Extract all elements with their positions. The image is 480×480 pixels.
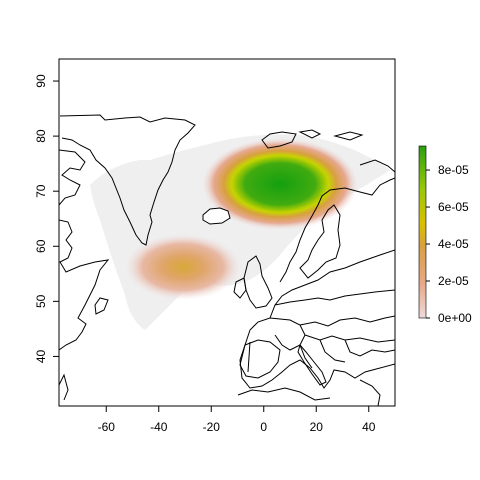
ireland bbox=[233, 277, 247, 299]
y-tick-label: 90 bbox=[34, 74, 48, 88]
colorbar-tick-label: 2e-05 bbox=[438, 274, 469, 288]
x-tick-label: 20 bbox=[310, 420, 324, 434]
axes: -60 -40 -20 0 20 40 40 50 60 70 80 90 bbox=[34, 74, 376, 434]
canada-north bbox=[59, 149, 86, 206]
florida-coast bbox=[59, 373, 69, 401]
x-tick-label: -40 bbox=[150, 420, 168, 434]
colorbar-tick-label: 8e-05 bbox=[438, 163, 469, 177]
y-tick-label: 70 bbox=[34, 184, 48, 198]
y-tick-label: 80 bbox=[34, 129, 48, 143]
europe-mainland bbox=[239, 249, 395, 389]
newfoundland bbox=[94, 297, 109, 315]
x-tick-label: 0 bbox=[260, 420, 267, 434]
plot-frame bbox=[58, 58, 396, 407]
arctic-islands-east bbox=[333, 131, 395, 173]
svalbard bbox=[261, 129, 322, 149]
iberia bbox=[239, 339, 281, 379]
y-tick-label: 40 bbox=[34, 349, 48, 363]
colorbar-tick-label: 0e+00 bbox=[438, 311, 472, 325]
density-peak-south bbox=[125, 234, 241, 300]
x-tick-label: -60 bbox=[98, 420, 116, 434]
density-peak-north bbox=[202, 138, 358, 230]
iceland bbox=[202, 207, 231, 225]
y-tick-label: 60 bbox=[34, 239, 48, 253]
scandinavia bbox=[279, 177, 395, 283]
x-tick-label: -20 bbox=[203, 420, 221, 434]
colorbar-tick-label: 6e-05 bbox=[438, 200, 469, 214]
colorbar bbox=[418, 145, 427, 319]
north-america-coast bbox=[59, 219, 110, 351]
colorbar-ticks: 0e+00 2e-05 4e-05 6e-05 8e-05 bbox=[426, 163, 472, 325]
colorbar-tick-label: 4e-05 bbox=[438, 237, 469, 251]
x-tick-label: 40 bbox=[362, 420, 376, 434]
north-africa bbox=[237, 379, 381, 406]
greenland bbox=[59, 114, 196, 246]
italy bbox=[297, 343, 327, 386]
y-tick-label: 50 bbox=[34, 294, 48, 308]
